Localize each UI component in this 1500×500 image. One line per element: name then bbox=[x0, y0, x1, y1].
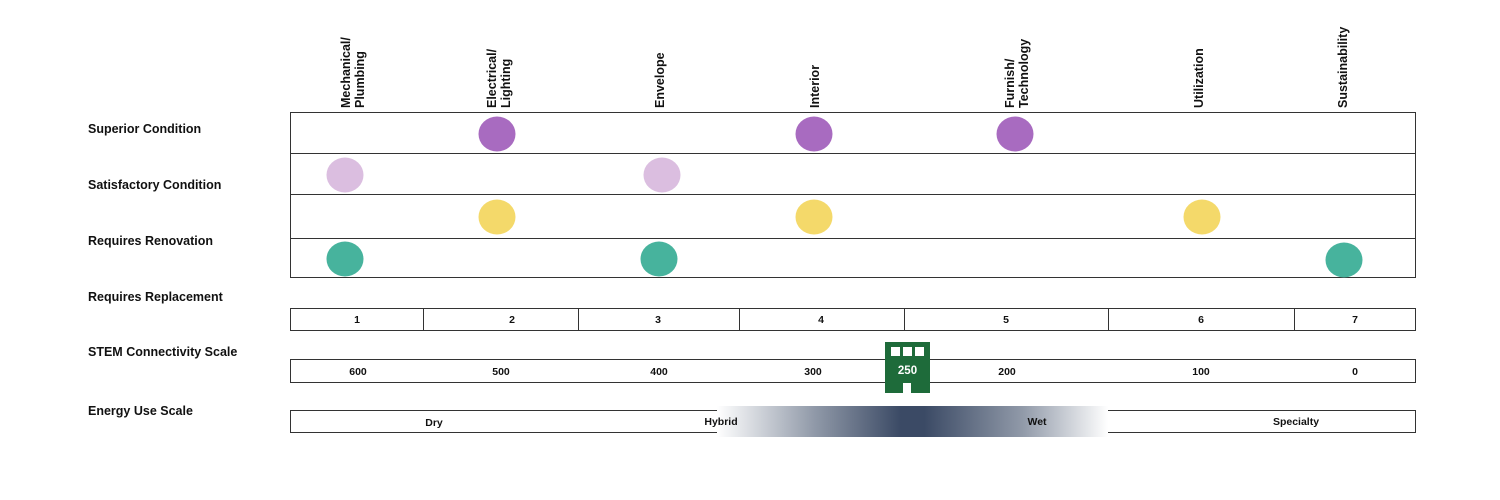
energy-type-dry: Dry bbox=[425, 417, 443, 429]
energy-scale-value: 500 bbox=[492, 366, 510, 378]
stem-scale-value: 2 bbox=[509, 314, 515, 326]
energy-type-wet: Wet bbox=[1027, 416, 1047, 428]
grid-divider bbox=[290, 153, 1416, 154]
building-icon: 250 bbox=[885, 342, 930, 393]
marker-replacement-envelope bbox=[640, 241, 678, 277]
grid-divider bbox=[290, 194, 1416, 195]
scale-divider bbox=[739, 309, 740, 330]
stem-scale-value: 6 bbox=[1198, 314, 1204, 326]
building-window bbox=[903, 347, 912, 356]
energy-scale-value: 0 bbox=[1352, 366, 1358, 378]
energy-scale-value: 100 bbox=[1192, 366, 1210, 378]
marker-superior-electrical bbox=[478, 116, 516, 152]
stem-scale-value: 1 bbox=[354, 314, 360, 326]
scale-divider bbox=[578, 309, 579, 330]
marker-renovation-electrical bbox=[478, 199, 516, 235]
scale-divider bbox=[904, 309, 905, 330]
building-value: 250 bbox=[897, 365, 918, 377]
grid-divider bbox=[290, 238, 1416, 239]
scale-divider bbox=[423, 309, 424, 330]
row-label-energy: Energy Use Scale bbox=[88, 404, 193, 418]
marker-satisfactory-envelope bbox=[643, 157, 681, 193]
energy-scale-value: 300 bbox=[804, 366, 822, 378]
marker-superior-furnish bbox=[996, 116, 1034, 152]
energy-type-specialty: Specialty bbox=[1272, 416, 1320, 428]
condition-grid bbox=[290, 112, 1416, 278]
stem-scale-value: 5 bbox=[1003, 314, 1009, 326]
scale-divider bbox=[1294, 309, 1295, 330]
row-label-renovation: Requires Renovation bbox=[88, 234, 214, 248]
energy-use-scale-box: 600 500 400 300 200 100 0 bbox=[290, 359, 1416, 383]
building-window bbox=[915, 347, 924, 356]
building-window bbox=[891, 347, 900, 356]
hybrid-wet-gradient bbox=[717, 406, 1108, 437]
building-door bbox=[903, 383, 911, 393]
marker-satisfactory-mechanical bbox=[326, 157, 364, 193]
energy-scale-value: 600 bbox=[349, 366, 367, 378]
energy-scale-value: 200 bbox=[998, 366, 1016, 378]
energy-type-hybrid: Hybrid bbox=[704, 416, 738, 428]
marker-renovation-utilization bbox=[1183, 199, 1221, 235]
stem-scale-box: 1 2 3 4 5 6 7 bbox=[290, 308, 1416, 331]
stem-scale-value: 4 bbox=[818, 314, 824, 326]
row-label-superior: Superior Condition bbox=[88, 122, 202, 136]
row-label-replacement: Requires Replacement bbox=[88, 290, 223, 304]
marker-replacement-sustainability bbox=[1325, 242, 1363, 278]
energy-scale-value: 400 bbox=[650, 366, 668, 378]
marker-superior-interior bbox=[795, 116, 833, 152]
scale-divider bbox=[1108, 309, 1109, 330]
marker-renovation-interior bbox=[795, 199, 833, 235]
row-label-stem: STEM Connectivity Scale bbox=[88, 345, 238, 359]
marker-replacement-mechanical bbox=[326, 241, 364, 277]
row-label-satisfactory: Satisfactory Condition bbox=[88, 178, 222, 192]
stem-scale-value: 7 bbox=[1352, 314, 1358, 326]
stem-scale-value: 3 bbox=[655, 314, 661, 326]
